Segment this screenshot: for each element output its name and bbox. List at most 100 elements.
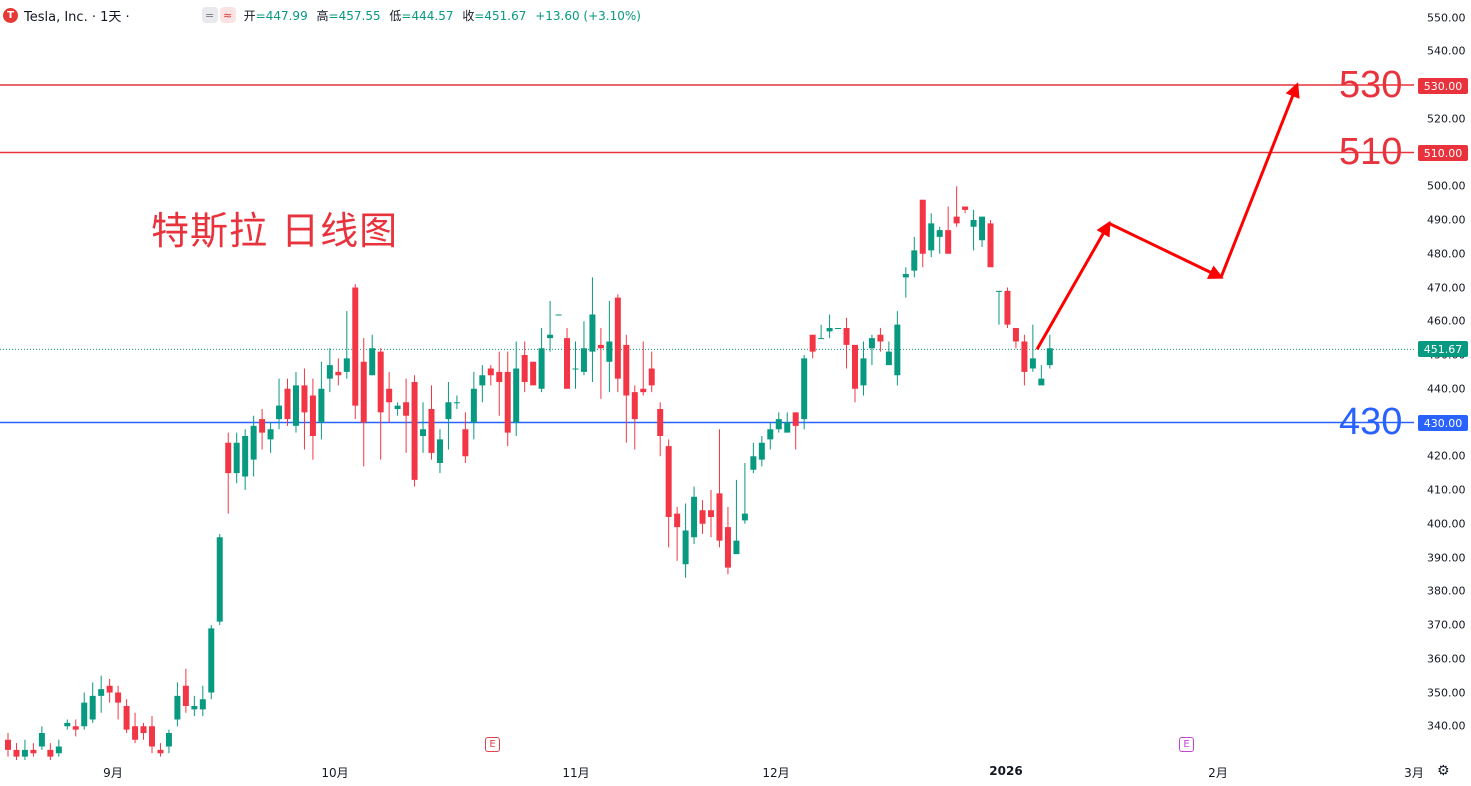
candle	[81, 692, 88, 730]
tesla-logo-icon: T	[3, 7, 18, 23]
candle-body	[1029, 358, 1036, 369]
candle-body	[962, 206, 969, 210]
candle	[445, 382, 452, 450]
candle-body	[843, 328, 850, 345]
candle	[174, 682, 181, 727]
chart-annotation[interactable]: 特斯拉 日线图	[151, 209, 399, 253]
candle	[428, 385, 435, 460]
candle-body	[106, 685, 113, 693]
candle-body	[987, 223, 994, 268]
y-tick-label: 400.00	[1427, 517, 1466, 531]
candle-body	[691, 496, 698, 538]
candle	[691, 486, 698, 544]
candle	[1004, 287, 1011, 328]
y-tick-label: 390.00	[1427, 551, 1466, 564]
candle	[547, 301, 554, 352]
candle-body	[157, 749, 164, 754]
candle-body	[318, 388, 325, 423]
candle	[733, 479, 740, 555]
candle	[191, 695, 198, 717]
candle	[792, 412, 799, 450]
candle-body	[335, 371, 342, 376]
candle-body	[995, 290, 1002, 292]
x-tick-dec: 12月	[762, 766, 790, 780]
candle	[250, 415, 257, 477]
candle-body	[267, 429, 274, 440]
candle	[123, 699, 130, 733]
candle	[631, 385, 638, 450]
equals-icon[interactable]: =	[201, 7, 218, 23]
candle-body	[115, 692, 122, 703]
candle	[148, 716, 155, 754]
candle	[5, 733, 11, 757]
ohlc-legend: 开=447.99 高=457.55 低=444.57 收=451.67 +13.…	[244, 7, 646, 24]
candle	[564, 328, 571, 389]
candle-body	[81, 702, 88, 727]
high-value: =457.55	[328, 8, 381, 23]
candle	[140, 722, 147, 740]
candle-body	[1021, 341, 1028, 372]
candle-body	[877, 334, 884, 342]
candle-body	[572, 368, 579, 370]
candle	[572, 341, 579, 389]
candle	[970, 209, 977, 251]
candle-body	[420, 429, 427, 436]
candle-body	[216, 537, 223, 622]
price-badge-430: 430.00	[1418, 415, 1468, 431]
candle	[436, 429, 443, 474]
y-tick-label: 540.00	[1427, 44, 1466, 58]
candle	[21, 739, 28, 760]
earnings-event-icon[interactable]: E	[485, 737, 500, 752]
y-tick-label: 340.00	[1427, 719, 1466, 733]
candle-body	[580, 348, 587, 372]
y-tick-label: 360.00	[1427, 652, 1466, 666]
candle	[674, 506, 681, 561]
candle	[589, 277, 596, 382]
y-tick-label: 370.00	[1427, 618, 1466, 632]
candle	[657, 402, 664, 457]
candle-body	[479, 375, 486, 386]
candle-body	[826, 328, 833, 332]
symbol-title[interactable]: Tesla, Inc. · 1天 ·	[24, 9, 130, 25]
candle-body	[767, 429, 774, 440]
candle-body	[631, 392, 638, 420]
candle	[487, 365, 494, 386]
candle-body	[445, 402, 452, 420]
candle-body	[597, 344, 604, 349]
candle	[496, 351, 503, 416]
y-tick-label: 490.00	[1427, 213, 1466, 227]
candle-body	[470, 388, 477, 423]
candle-body	[276, 405, 283, 420]
candle	[115, 685, 122, 720]
projection-arrows	[1035, 82, 1300, 351]
last-price-badge: 451.67	[1418, 341, 1468, 357]
candle-body	[453, 402, 460, 404]
candle	[1029, 324, 1036, 372]
candle-body	[1038, 378, 1045, 386]
candle	[597, 328, 604, 399]
candles	[5, 186, 1053, 760]
candle	[699, 500, 706, 534]
gear-icon[interactable]: ⚙	[1437, 763, 1450, 779]
candle	[741, 463, 748, 524]
candle	[614, 294, 621, 393]
candle	[911, 236, 918, 278]
candle	[801, 355, 808, 430]
candle-body	[250, 425, 257, 460]
candle	[1038, 365, 1045, 386]
earnings-event-icon[interactable]: E	[1179, 737, 1194, 752]
candle-body	[208, 628, 215, 693]
candle	[479, 365, 486, 403]
change-value: +13.60 (+3.10%)	[535, 8, 641, 23]
candle-body	[775, 419, 782, 430]
candle	[309, 378, 316, 460]
candle	[55, 739, 62, 757]
candle	[716, 429, 723, 548]
wave-icon[interactable]: ≈	[219, 7, 236, 23]
candle	[995, 290, 1002, 325]
candle-body	[496, 371, 503, 382]
candle	[987, 220, 994, 268]
candle	[72, 719, 79, 737]
candle-body	[919, 199, 926, 254]
